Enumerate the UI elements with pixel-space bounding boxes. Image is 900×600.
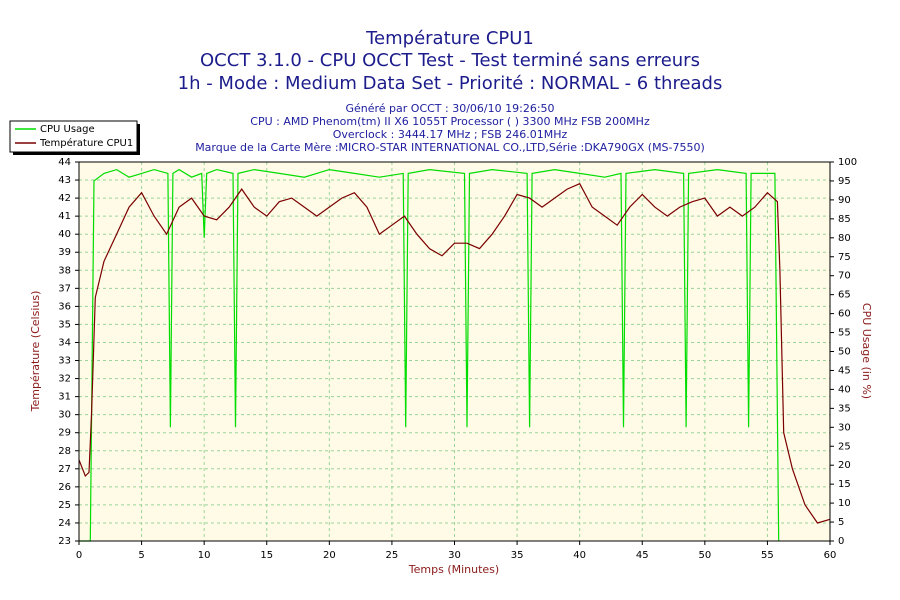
y-tick-label: 38 xyxy=(58,265,71,276)
y2-tick-label: 20 xyxy=(838,460,851,471)
y2-tick-label: 25 xyxy=(838,441,851,452)
y-tick-label: 42 xyxy=(58,193,71,204)
x-tick-label: 30 xyxy=(448,550,461,561)
y2-tick-label: 35 xyxy=(838,403,851,414)
y-tick-label: 39 xyxy=(58,247,71,258)
info: Généré par OCCT : 30/06/10 19:26:50 xyxy=(345,102,554,115)
info: Marque de la Carte Mère :MICRO-STAR INTE… xyxy=(195,141,705,154)
x-tick-label: 50 xyxy=(698,550,711,561)
legend-label: Température CPU1 xyxy=(39,137,133,149)
info: CPU : AMD Phenom(tm) II X6 1055T Process… xyxy=(250,115,650,128)
info: Overclock : 3444.17 MHz ; FSB 246.01MHz xyxy=(333,128,568,141)
x-tick-label: 55 xyxy=(761,550,774,561)
y-tick-label: 26 xyxy=(58,482,71,493)
y2-tick-label: 5 xyxy=(838,517,844,528)
y2-axis-label: CPU Usage (in %) xyxy=(860,303,873,399)
y-tick-label: 35 xyxy=(58,319,71,330)
y-tick-label: 33 xyxy=(58,356,71,367)
y2-tick-label: 0 xyxy=(838,536,844,547)
x-tick-label: 15 xyxy=(260,550,273,561)
y2-tick-label: 90 xyxy=(838,195,851,206)
x-tick-label: 45 xyxy=(636,550,649,561)
series-line xyxy=(78,182,831,524)
y2-tick-label: 50 xyxy=(838,347,851,358)
y-tick-label: 40 xyxy=(58,229,71,240)
y-tick-label: 37 xyxy=(58,283,71,294)
x-tick-label: 40 xyxy=(573,550,586,561)
x-tick-label: 25 xyxy=(386,550,399,561)
y2-tick-label: 45 xyxy=(838,365,851,376)
y-tick-label: 25 xyxy=(58,500,71,511)
y-tick-label: 23 xyxy=(58,536,71,547)
x-axis-label: Temps (Minutes) xyxy=(408,563,499,576)
chart-title: Température CPU1 xyxy=(365,28,534,49)
x-tick-label: 5 xyxy=(138,550,144,561)
subtitle: 1h - Mode : Medium Data Set - Priorité :… xyxy=(178,73,723,94)
x-tick-label: 60 xyxy=(824,550,837,561)
y-tick-label: 36 xyxy=(58,301,71,312)
x-tick-label: 35 xyxy=(511,550,524,561)
y-tick-label: 29 xyxy=(58,428,71,439)
y2-tick-label: 85 xyxy=(838,214,851,225)
y2-tick-label: 15 xyxy=(838,479,851,490)
y2-tick-label: 100 xyxy=(838,157,857,168)
y-axis-label: Température (Celsius) xyxy=(29,291,42,413)
y2-tick-label: 75 xyxy=(838,252,851,263)
y-tick-label: 41 xyxy=(58,211,71,222)
y2-tick-label: 95 xyxy=(838,176,851,187)
legend-label: CPU Usage xyxy=(40,124,95,135)
subtitle: OCCT 3.1.0 - CPU OCCT Test - Test termin… xyxy=(200,50,700,71)
y2-tick-label: 40 xyxy=(838,384,851,395)
y2-tick-label: 30 xyxy=(838,422,851,433)
x-tick-label: 0 xyxy=(76,550,82,561)
y-tick-label: 24 xyxy=(58,518,71,529)
y2-tick-label: 80 xyxy=(838,233,851,244)
y-tick-label: 34 xyxy=(58,337,71,348)
y-tick-label: 44 xyxy=(58,157,71,168)
y2-tick-label: 10 xyxy=(838,498,851,509)
y2-tick-label: 65 xyxy=(838,290,851,301)
y-tick-label: 43 xyxy=(58,175,71,186)
y-tick-label: 28 xyxy=(58,446,71,457)
legend xyxy=(9,120,138,153)
x-tick-label: 10 xyxy=(198,550,211,561)
plot-border xyxy=(78,161,831,542)
y-tick-label: 31 xyxy=(58,392,71,403)
y-tick-label: 27 xyxy=(58,464,71,475)
y-tick-label: 32 xyxy=(58,374,71,385)
y2-tick-label: 70 xyxy=(838,271,851,282)
y2-tick-label: 55 xyxy=(838,328,851,339)
y-tick-label: 30 xyxy=(58,410,71,421)
series-line xyxy=(79,168,780,542)
x-tick-label: 20 xyxy=(323,550,336,561)
y2-tick-label: 60 xyxy=(838,309,851,320)
